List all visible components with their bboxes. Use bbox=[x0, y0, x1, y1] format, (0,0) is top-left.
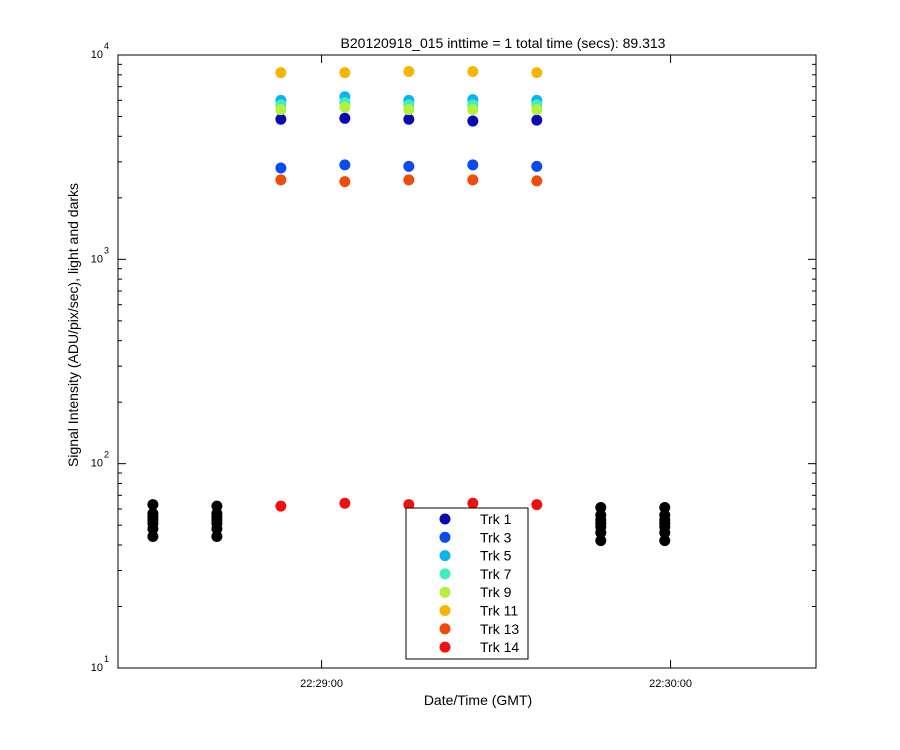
legend-marker bbox=[439, 586, 451, 598]
legend: Trk 1 Trk 3 Trk 5 Trk 7 Trk 9 Trk 11 Trk 13 Trk… bbox=[405, 507, 529, 660]
data-point bbox=[531, 104, 543, 116]
legend-marker bbox=[439, 550, 451, 562]
data-point bbox=[467, 497, 479, 509]
dark-point bbox=[211, 531, 223, 543]
data-point bbox=[275, 174, 287, 186]
data-point bbox=[339, 176, 351, 188]
series-trk-3 bbox=[275, 159, 543, 174]
y-tick-exponent: 3 bbox=[104, 245, 109, 255]
dark-point bbox=[211, 500, 223, 512]
data-point bbox=[275, 162, 287, 174]
data-point bbox=[275, 500, 287, 512]
legend-marker bbox=[439, 605, 451, 616]
legend-marker bbox=[439, 513, 451, 525]
y-tick-exponent: 4 bbox=[104, 41, 109, 51]
data-point bbox=[403, 160, 415, 172]
dark-point bbox=[595, 502, 607, 514]
series-trk-13 bbox=[275, 174, 543, 188]
dark-point bbox=[147, 508, 159, 520]
data-point bbox=[531, 67, 543, 79]
data-point bbox=[403, 113, 415, 125]
legend-marker bbox=[439, 641, 451, 653]
dark-point bbox=[659, 509, 671, 521]
legend-entry: Trk 14 bbox=[480, 639, 519, 655]
dark-point bbox=[659, 502, 671, 514]
series-trk-11 bbox=[275, 66, 543, 79]
y-tick-label: 10 bbox=[91, 458, 103, 470]
data-series bbox=[275, 66, 543, 512]
x-tick-label: 22:30:00 bbox=[649, 678, 692, 690]
data-point bbox=[467, 174, 479, 186]
y-tick-label: 10 bbox=[91, 662, 103, 674]
legend-marker bbox=[439, 623, 451, 635]
data-point bbox=[531, 114, 543, 126]
legend-marker bbox=[439, 568, 451, 580]
y-tick-exponent: 2 bbox=[104, 450, 109, 460]
y-tick-label: 10 bbox=[91, 49, 103, 61]
x-tick-label: 22:29:00 bbox=[300, 678, 343, 690]
legend-entry: Trk 3 bbox=[480, 529, 512, 545]
data-point bbox=[403, 66, 415, 78]
legend-entry: Trk 11 bbox=[480, 603, 518, 619]
data-point bbox=[275, 67, 287, 79]
data-point bbox=[339, 67, 351, 79]
data-point bbox=[339, 497, 351, 509]
plot-area-frame bbox=[117, 54, 817, 669]
data-point bbox=[403, 174, 415, 186]
legend-entry: Trk 7 bbox=[480, 566, 512, 582]
series-trk-14 bbox=[275, 497, 543, 512]
dark-point bbox=[147, 499, 159, 511]
data-point bbox=[339, 101, 351, 113]
data-point bbox=[339, 159, 351, 171]
data-point bbox=[275, 113, 287, 125]
y-axis-label: Signal Intensity (ADU/pix/sec), light an… bbox=[65, 183, 81, 467]
legend-marker bbox=[439, 531, 451, 543]
dark-point bbox=[147, 531, 159, 543]
series-trk-9 bbox=[275, 101, 543, 116]
data-point bbox=[531, 499, 543, 511]
dark-points bbox=[147, 499, 671, 547]
data-point bbox=[403, 499, 415, 511]
y-tick-label: 10 bbox=[91, 253, 103, 265]
dark-point bbox=[595, 509, 607, 521]
legend-box bbox=[405, 507, 529, 660]
chart-title: B20120918_015 inttime = 1 total time (se… bbox=[341, 35, 666, 51]
data-point bbox=[339, 112, 351, 124]
legend-entry: Trk 5 bbox=[480, 548, 512, 564]
legend-entry: Trk 13 bbox=[480, 621, 519, 637]
series-trk-1 bbox=[275, 112, 543, 127]
data-point bbox=[403, 104, 415, 116]
data-point bbox=[467, 66, 479, 78]
legend-entry: Trk 1 bbox=[480, 511, 512, 527]
y-tick-exponent: 1 bbox=[104, 654, 109, 664]
data-point bbox=[531, 175, 543, 187]
data-point bbox=[467, 115, 479, 127]
data-point bbox=[467, 104, 479, 116]
dark-point bbox=[595, 535, 607, 547]
legend-entry: Trk 9 bbox=[480, 584, 512, 600]
data-point bbox=[467, 159, 479, 171]
data-point bbox=[531, 160, 543, 172]
x-axis-label: Date/Time (GMT) bbox=[424, 692, 532, 708]
data-point bbox=[275, 104, 287, 116]
dark-point bbox=[659, 535, 671, 547]
